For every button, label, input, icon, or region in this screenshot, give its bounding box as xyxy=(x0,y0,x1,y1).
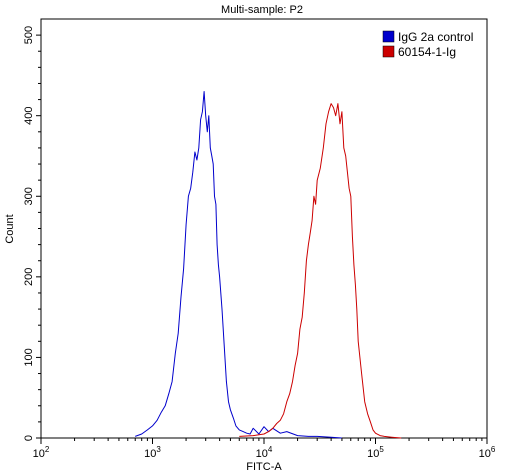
y-tick-label: 100 xyxy=(23,348,35,366)
series-layer xyxy=(135,91,402,439)
x-tick-label: 102 xyxy=(33,445,50,460)
legend-label: 60154-1-Ig xyxy=(398,45,456,59)
x-axis-title: FITC-A xyxy=(246,461,282,473)
chart-title: Multi-sample: P2 xyxy=(221,4,303,16)
y-tick-label: 200 xyxy=(23,268,35,286)
x-tick-label: 106 xyxy=(479,445,496,460)
legend-label: IgG 2a control xyxy=(398,30,473,44)
y-tick-label: 500 xyxy=(23,26,35,44)
x-axis: 102 103 104 105 106 xyxy=(33,438,496,460)
legend-swatch xyxy=(382,30,395,43)
y-tick-label: 300 xyxy=(23,187,35,205)
legend-swatch xyxy=(382,45,395,58)
series-line-2 xyxy=(239,103,402,439)
y-tick-label: 400 xyxy=(23,107,35,125)
y-axis-title: Count xyxy=(4,214,16,243)
y-tick-label: 0 xyxy=(23,435,35,441)
x-tick-label: 103 xyxy=(144,445,161,460)
plot-frame xyxy=(40,18,488,439)
series-line-1 xyxy=(135,91,342,439)
x-tick-label: 105 xyxy=(367,445,384,460)
x-tick-label: 104 xyxy=(256,445,273,460)
y-axis: 0 100 200 300 400 500 xyxy=(23,26,41,441)
